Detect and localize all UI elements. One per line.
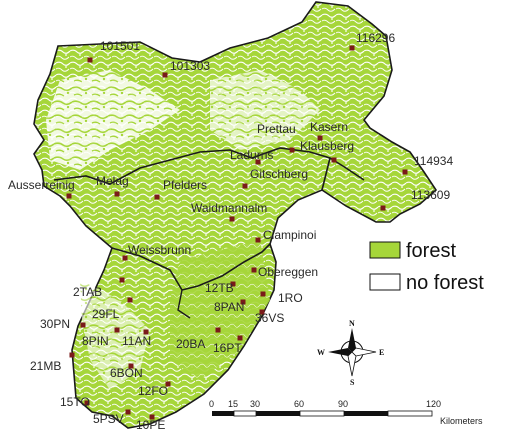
station-marker-icon <box>114 191 120 197</box>
station-marker-icon <box>119 277 125 283</box>
station-label: Ausserreinig <box>8 178 75 192</box>
station-marker-icon <box>215 327 221 333</box>
station-label: 16PT <box>213 341 242 355</box>
station-marker-icon <box>80 322 86 328</box>
station-label: Ladurns <box>230 148 273 162</box>
station-marker-icon <box>289 147 295 153</box>
station-label: 30PN <box>40 317 70 331</box>
legend: forest no forest <box>369 240 484 294</box>
station-label: 8PAN <box>214 300 244 314</box>
station-marker-icon <box>229 216 235 222</box>
scale-unit: Kilometers <box>440 416 483 426</box>
compass-s: S <box>350 378 355 387</box>
station-marker-icon <box>402 169 408 175</box>
station-label: 113609 <box>411 188 450 202</box>
station-label: 1RO <box>278 291 303 305</box>
station-label: 12TB <box>205 281 234 295</box>
station-marker-icon <box>122 255 128 261</box>
station-marker-icon <box>255 237 261 243</box>
scale-tick-120: 120 <box>426 399 441 409</box>
compass-w: W <box>317 348 325 357</box>
scale-tick-0: 0 <box>209 399 214 409</box>
scale-tick-90: 90 <box>338 399 348 409</box>
station-marker-icon <box>380 205 386 211</box>
station-marker-icon <box>230 281 236 287</box>
station-label: 10PE <box>136 418 165 432</box>
station-label: 8PIN <box>82 334 109 348</box>
station-marker-icon <box>237 335 243 341</box>
station-label: Kasern <box>310 120 348 134</box>
station-label: 2TAB <box>73 285 102 299</box>
station-label: Weissbrunn <box>128 243 191 257</box>
scale-bar: 0 15 30 60 90 120 Kilometers <box>209 399 483 426</box>
station-marker-icon <box>331 157 337 163</box>
station-marker-icon <box>66 193 72 199</box>
station-label: Prettau <box>257 122 296 136</box>
station-marker-icon <box>127 297 133 303</box>
station-label: 21MB <box>30 359 61 373</box>
station-marker-icon <box>125 409 131 415</box>
station-label: Ciampinoi <box>263 228 316 242</box>
station-label: Pfelders <box>163 178 207 192</box>
compass-e: E <box>379 348 384 357</box>
station-label: 11AN <box>122 334 151 348</box>
station-marker-icon <box>87 57 93 63</box>
station-marker-icon <box>143 329 149 335</box>
station-label: 15TO <box>60 395 90 409</box>
station-label: Gitschberg <box>250 167 308 181</box>
station-label: 101303 <box>170 59 210 73</box>
station-label: Klausberg <box>300 139 354 153</box>
compass-n: N <box>349 319 355 328</box>
legend-label-no-forest: no forest <box>406 272 484 294</box>
scale-tick-30: 30 <box>250 399 260 409</box>
station-label: 20BA <box>176 337 205 351</box>
station-marker-icon <box>349 45 355 51</box>
station-marker-icon <box>149 414 155 420</box>
station-marker-icon <box>114 327 120 333</box>
station-marker-icon <box>162 72 168 78</box>
station-label: 6BON <box>110 366 143 380</box>
legend-swatch-forest <box>369 241 401 259</box>
station-label: 116296 <box>356 31 395 45</box>
station-label: Melag <box>96 174 129 188</box>
station-label: Waidmannalm <box>191 201 267 215</box>
station-marker-icon <box>165 381 171 387</box>
station-marker-icon <box>128 363 134 369</box>
station-marker-icon <box>242 183 248 189</box>
scale-tick-60: 60 <box>294 399 304 409</box>
legend-swatch-no-forest <box>369 273 401 291</box>
stations-layer: 101501 101303 116296 Prettau Kasern Klausberg… <box>8 31 453 432</box>
station-label: 101501 <box>100 39 140 53</box>
station-label: 114934 <box>414 154 453 168</box>
station-marker-icon <box>317 135 323 141</box>
station-label: 36VS <box>255 311 284 325</box>
station-marker-icon <box>240 299 246 305</box>
north-arrow-icon: N S E W <box>317 319 384 387</box>
legend-label-forest: forest <box>406 240 456 262</box>
station-marker-icon <box>84 400 90 406</box>
station-label: Obereggen <box>258 265 318 279</box>
scale-tick-15: 15 <box>228 399 238 409</box>
station-marker-icon <box>251 267 257 273</box>
station-marker-icon <box>154 194 160 200</box>
station-label: 29FL <box>92 307 120 321</box>
station-label: 5PSV <box>93 412 124 426</box>
station-marker-icon <box>259 309 265 315</box>
station-marker-icon <box>69 352 75 358</box>
station-label: 12FO <box>138 384 168 398</box>
station-marker-icon <box>260 291 266 297</box>
station-marker-icon <box>255 159 261 165</box>
region-shape <box>33 1 438 429</box>
